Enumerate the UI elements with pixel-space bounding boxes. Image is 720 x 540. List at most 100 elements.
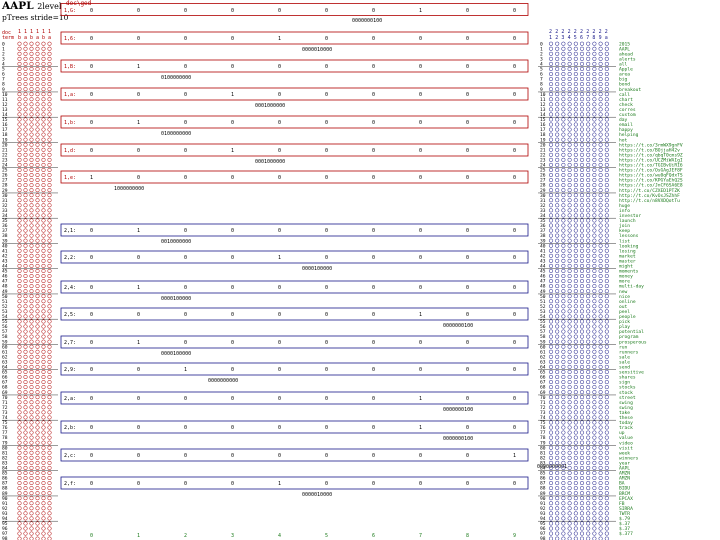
- bit-circle: [41, 46, 46, 51]
- right-bit-circle: [598, 314, 603, 319]
- bit-circle: [17, 208, 22, 213]
- blue-box-value: 1: [419, 396, 422, 402]
- right-bit-circle: [586, 516, 591, 521]
- bit-circle: [17, 481, 22, 486]
- right-bit-circle: [561, 203, 566, 208]
- right-bit-circle: [598, 465, 603, 470]
- right-bit-circle: [579, 228, 585, 233]
- bit-circle: [17, 445, 22, 450]
- right-row-index: 40: [540, 243, 546, 249]
- bit-circle: [35, 400, 40, 405]
- right-bit-circle: [592, 289, 597, 294]
- bit-circle: [17, 349, 22, 354]
- bit-circle: [41, 253, 46, 258]
- right-bit-circle: [548, 349, 554, 354]
- right-bit-circle: [579, 233, 585, 238]
- right-bit-circle: [592, 536, 597, 540]
- bit-circle: [41, 268, 46, 274]
- bit-circle: [29, 279, 34, 284]
- right-bit-circle: [579, 455, 585, 460]
- bit-circle: [23, 465, 28, 470]
- right-bit-circle: [567, 506, 572, 511]
- blue-box-value: 0: [419, 285, 422, 291]
- blue-box-value: 0: [184, 285, 187, 291]
- bit-circle: [29, 258, 34, 263]
- red-box: [60, 143, 529, 157]
- right-bit-circle: [561, 61, 566, 66]
- word-label: BIDU: [619, 486, 630, 492]
- blue-box-value: 0: [184, 453, 187, 459]
- red-box-label: 1,e:: [64, 175, 76, 181]
- bit-circle: [41, 501, 46, 506]
- right-bit-circle: [561, 263, 566, 268]
- bit-circle: [35, 152, 40, 157]
- blue-box: [60, 223, 529, 237]
- row-index: 17: [2, 127, 8, 133]
- bit-circle: [35, 450, 40, 455]
- right-bit-circle: [548, 102, 554, 107]
- bit-circle: [23, 66, 28, 71]
- right-bit-circle: [604, 319, 609, 324]
- col-digit: 1: [24, 29, 27, 35]
- right-bit-circle: [586, 228, 591, 233]
- blue-box-value: 0: [325, 396, 328, 402]
- bit-circle: [23, 460, 28, 465]
- right-bit-circle: [598, 41, 603, 46]
- right-row-index: 56: [540, 324, 546, 330]
- right-bit-circle: [548, 41, 554, 46]
- right-bit-circle: [567, 410, 572, 415]
- bit-circle: [23, 445, 28, 450]
- right-bit-circle: [555, 440, 560, 445]
- bit-circle: [41, 218, 46, 223]
- bit-circle: [47, 102, 52, 107]
- row-index: 23: [2, 157, 8, 163]
- bit-circle: [41, 238, 46, 243]
- right-bit-circle: [604, 349, 609, 354]
- right-bit-circle: [555, 339, 560, 344]
- bit-circle: [47, 218, 52, 223]
- blue-box-bits: 0000100000: [302, 266, 332, 272]
- row-index: 11: [2, 97, 8, 103]
- right-bit-circle: [592, 213, 597, 218]
- bit-circle: [47, 395, 52, 400]
- row-index: 38: [2, 233, 8, 239]
- right-bit-circle: [598, 238, 603, 243]
- right-bit-circle: [548, 253, 554, 258]
- right-bit-circle: [561, 284, 566, 289]
- bit-circle: [29, 354, 34, 359]
- right-bit-circle: [579, 450, 585, 455]
- right-row-index: 83: [540, 460, 546, 466]
- right-bit-circle: [592, 112, 597, 117]
- right-bit-circle: [573, 97, 578, 102]
- bit-circle: [35, 491, 40, 496]
- blue-box-value: 0: [466, 425, 469, 431]
- right-bit-circle: [555, 374, 560, 380]
- right-bit-circle: [592, 349, 597, 354]
- blue-box-value: 0: [466, 481, 469, 487]
- right-header-top: 2: [574, 29, 577, 35]
- blue-box-value: 0: [231, 312, 234, 318]
- row-index: 4: [2, 62, 5, 68]
- right-bit-circle: [555, 460, 560, 465]
- word-label: winners: [619, 455, 639, 461]
- right-bit-circle: [567, 117, 572, 122]
- word-label: EPCAX: [619, 496, 633, 502]
- bit-circle: [23, 162, 28, 167]
- right-bit-circle: [592, 203, 597, 208]
- right-bit-circle: [548, 92, 554, 97]
- right-bit-circle: [561, 481, 566, 486]
- row-index: 91: [2, 501, 8, 507]
- bit-circle: [29, 460, 34, 465]
- right-bit-circle: [561, 475, 566, 481]
- bit-circle: [17, 152, 22, 157]
- red-box-bits: 0100000000: [161, 75, 191, 81]
- word-label: corres: [619, 108, 636, 113]
- right-bit-circle: [604, 268, 609, 274]
- bit-circle: [23, 188, 28, 193]
- bit-circle: [17, 253, 22, 258]
- right-bit-circle: [592, 243, 597, 248]
- bit-circle: [35, 324, 40, 329]
- right-bit-circle: [579, 369, 585, 375]
- bit-circle: [23, 486, 28, 491]
- right-bit-circle: [579, 516, 585, 521]
